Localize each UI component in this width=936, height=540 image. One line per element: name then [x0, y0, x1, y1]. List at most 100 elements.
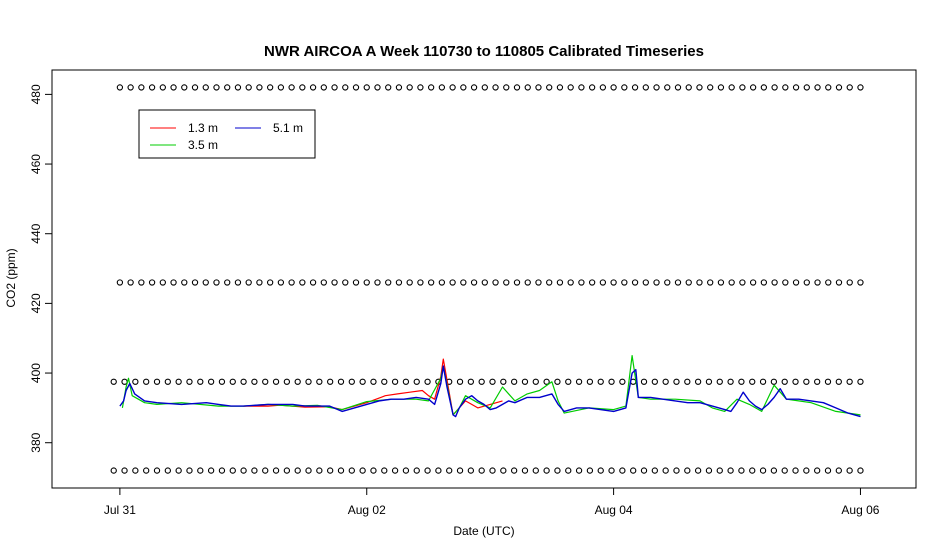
ref-marker-3 [694, 467, 702, 474]
ref-marker-2 [283, 378, 291, 385]
ref-marker-3 [337, 467, 345, 474]
y-axis-label: CO2 (ppm) [4, 248, 18, 307]
ref-marker-3 [402, 467, 410, 474]
ref-marker-2 [467, 378, 475, 385]
ref-marker-2 [272, 378, 280, 385]
ref-marker-0 [277, 84, 285, 91]
ref-marker-2 [532, 378, 539, 385]
ref-marker-2 [381, 378, 388, 385]
ref-marker-1 [320, 279, 327, 286]
ref-marker-2 [554, 378, 561, 385]
ref-marker-3 [651, 467, 658, 474]
ref-marker-3 [207, 467, 215, 474]
ref-marker-2 [316, 378, 323, 385]
ref-marker-3 [197, 467, 204, 474]
ref-marker-3 [673, 467, 680, 474]
ref-marker-1 [395, 279, 403, 286]
ref-marker-2 [413, 378, 420, 385]
ref-marker-2 [619, 378, 626, 385]
ref-marker-3 [175, 467, 182, 474]
ref-marker-1 [782, 279, 789, 286]
ref-marker-0 [685, 84, 692, 91]
ref-marker-3 [391, 467, 399, 474]
ref-marker-2 [597, 378, 604, 385]
ref-marker-2 [207, 378, 215, 385]
ref-marker-2 [814, 378, 821, 385]
x-tick-label: Jul 31 [104, 503, 136, 517]
ref-marker-0 [427, 84, 435, 91]
ref-marker-2 [391, 378, 399, 385]
ref-marker-0 [256, 84, 263, 91]
ref-marker-3 [857, 467, 864, 474]
ref-marker-2 [218, 378, 226, 385]
ref-marker-2 [153, 378, 161, 385]
ref-marker-0 [835, 84, 843, 91]
ref-marker-0 [664, 84, 671, 91]
ref-marker-3 [132, 467, 139, 474]
ref-marker-1 [492, 279, 499, 286]
ref-marker-3 [240, 467, 247, 474]
ref-marker-3 [283, 467, 291, 474]
ref-marker-3 [716, 467, 723, 474]
ref-marker-0 [803, 84, 810, 91]
ref-marker-1 [771, 279, 778, 286]
ref-marker-1 [363, 279, 370, 286]
ref-marker-3 [619, 467, 626, 474]
x-axis-label: Date (UTC) [453, 524, 514, 538]
ref-marker-0 [631, 84, 639, 91]
chart-title: NWR AIRCOA A Week 110730 to 110805 Calib… [264, 43, 704, 60]
ref-marker-1 [814, 279, 821, 286]
ref-marker-3 [305, 467, 312, 474]
ref-marker-2 [684, 378, 691, 385]
ref-marker-3 [565, 467, 572, 474]
ref-marker-0 [138, 84, 145, 91]
ref-marker-3 [510, 467, 518, 474]
ref-marker-2 [565, 378, 572, 385]
ref-marker-2 [348, 378, 355, 385]
ref-marker-2 [857, 378, 864, 385]
ref-marker-1 [449, 279, 456, 286]
ref-marker-0 [674, 84, 682, 91]
ref-marker-1 [202, 279, 209, 286]
ref-marker-0 [814, 84, 821, 91]
ref-marker-1 [460, 279, 467, 286]
ref-marker-1 [760, 279, 768, 286]
ref-marker-3 [846, 467, 853, 474]
ref-marker-0 [395, 84, 403, 91]
ref-marker-3 [781, 467, 788, 474]
ref-marker-1 [792, 279, 800, 286]
ref-marker-0 [728, 84, 735, 91]
ref-marker-1 [685, 279, 692, 286]
ref-marker-1 [481, 279, 488, 286]
series-line-1-3-m [243, 358, 503, 416]
ref-marker-0 [771, 84, 778, 91]
ref-marker-3 [814, 467, 821, 474]
ref-marker-1 [224, 279, 231, 286]
ref-marker-3 [749, 467, 756, 474]
ref-marker-1 [417, 279, 424, 286]
ref-marker-1 [385, 279, 392, 286]
ref-marker-0 [749, 84, 757, 91]
ref-marker-2 [132, 378, 139, 385]
ref-marker-3 [597, 467, 604, 474]
x-tick-label: Aug 06 [841, 503, 879, 517]
x-tick-label: Aug 02 [348, 503, 386, 517]
ref-marker-2 [110, 378, 117, 385]
ref-marker-3 [792, 467, 799, 474]
ref-marker-1 [728, 279, 735, 286]
ref-marker-1 [309, 279, 317, 286]
ref-marker-3 [456, 467, 464, 474]
ref-marker-1 [116, 279, 124, 286]
ref-marker-2 [586, 378, 594, 385]
ref-marker-2 [694, 378, 702, 385]
ref-marker-0 [470, 84, 478, 91]
y-tick-label: 460 [29, 154, 43, 174]
ref-marker-0 [234, 84, 242, 91]
ref-marker-2 [662, 378, 669, 385]
ref-marker-3 [575, 467, 583, 474]
ref-marker-3 [500, 467, 507, 474]
ref-marker-3 [294, 467, 301, 474]
ref-marker-0 [181, 84, 188, 91]
ref-marker-2 [770, 378, 778, 385]
